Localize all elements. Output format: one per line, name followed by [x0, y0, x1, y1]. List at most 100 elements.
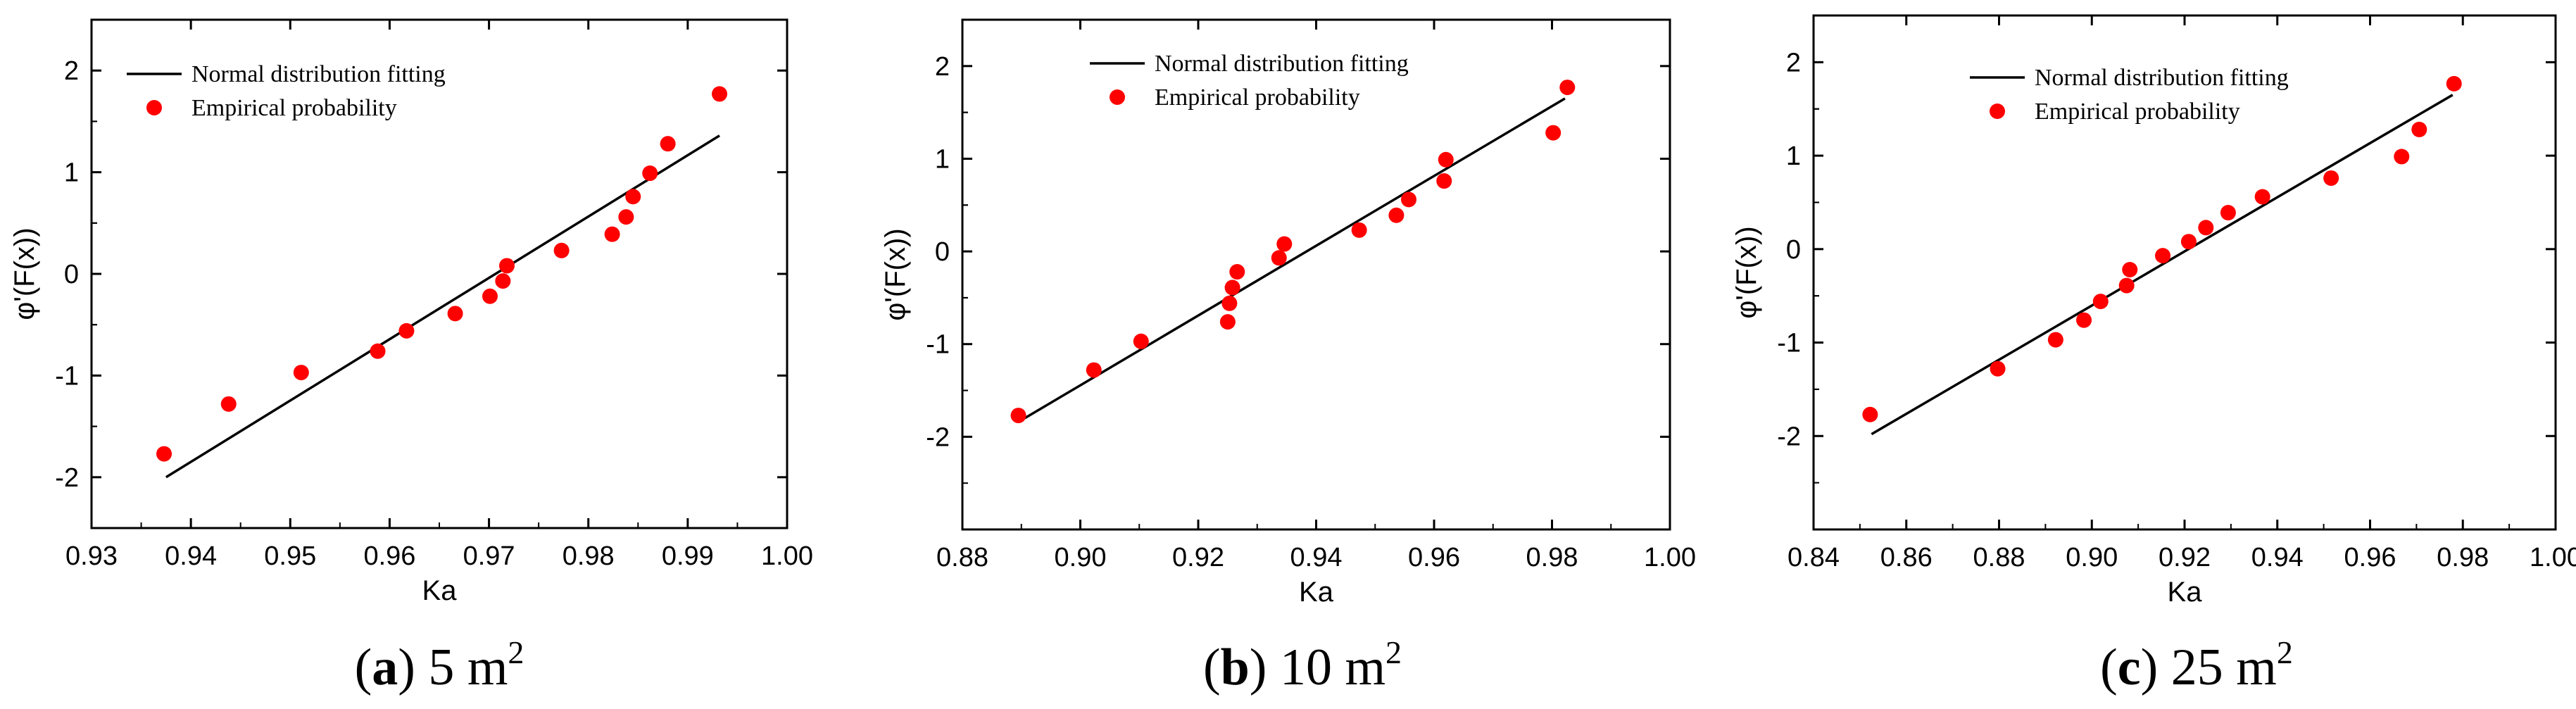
- data-point: [1276, 236, 1293, 252]
- legend-point-swatch: [1110, 89, 1125, 105]
- y-tick-label: 2: [935, 52, 950, 82]
- data-point: [1271, 250, 1287, 266]
- caption-letter: c: [2118, 639, 2141, 696]
- data-point: [495, 273, 511, 289]
- data-point: [1351, 222, 1367, 238]
- data-point: [2118, 277, 2135, 294]
- panel-caption: (c) 25 m2: [2100, 634, 2293, 696]
- y-tick-label: 0: [1786, 235, 1801, 265]
- panel-caption: (b) 10 m2: [1203, 634, 1402, 696]
- caption-superscript: 2: [2277, 634, 2293, 670]
- data-point: [2180, 234, 2197, 250]
- data-point: [2122, 262, 2138, 278]
- y-tick-label: -1: [1777, 329, 1801, 358]
- caption-paren-open: (: [355, 639, 372, 696]
- x-tick-label: 0.95: [264, 541, 316, 571]
- y-tick-label: 0: [935, 237, 950, 267]
- data-point: [2155, 248, 2171, 264]
- x-tick-label: 0.90: [1055, 543, 1107, 572]
- fit-line: [165, 134, 720, 479]
- y-tick-label: 1: [1786, 142, 1801, 171]
- x-tick-label: 0.98: [1526, 543, 1578, 572]
- data-point: [2092, 294, 2109, 310]
- x-axis-title: Ka: [422, 575, 458, 606]
- panel-caption: (a) 5 m2: [355, 634, 524, 696]
- data-point: [398, 322, 415, 339]
- legend-line-label: Normal distribution fitting: [191, 61, 446, 87]
- x-tick-label: 0.98: [563, 541, 615, 571]
- data-point: [1438, 151, 1454, 168]
- x-tick-label: 0.94: [2251, 543, 2304, 572]
- data-point: [220, 396, 237, 412]
- data-point: [712, 86, 728, 102]
- legend-line-label: Normal distribution fitting: [1155, 51, 1409, 77]
- data-point: [2446, 75, 2462, 92]
- data-point: [1990, 360, 2006, 377]
- legend-point-label: Empirical probability: [2035, 99, 2240, 125]
- caption-paren-open: (: [2100, 639, 2118, 696]
- legend: Normal distribution fitting Empirical pro…: [127, 61, 446, 121]
- data-point: [482, 288, 498, 304]
- data-point: [1388, 207, 1405, 223]
- y-tick-label: 2: [64, 56, 79, 86]
- data-point: [2254, 189, 2270, 205]
- legend: Normal distribution fitting Empirical pro…: [1090, 51, 1409, 111]
- y-axis-title: φ'(F(x)): [9, 227, 40, 320]
- y-tick-label: -2: [55, 463, 79, 493]
- x-tick-label: 1.00: [1644, 543, 1696, 572]
- x-tick-label: 1.00: [2530, 543, 2576, 572]
- x-tick-label: 0.86: [1880, 543, 1933, 572]
- plot-frame: [1812, 14, 2557, 531]
- data-point: [2394, 149, 2410, 165]
- legend-point-swatch: [1990, 103, 2005, 119]
- data-point: [553, 242, 570, 258]
- x-tick-label: 1.00: [761, 541, 813, 571]
- y-tick-label: 0: [64, 260, 79, 289]
- y-axis-title: φ'(F(x)): [880, 228, 911, 320]
- y-tick-label: -1: [926, 330, 950, 360]
- data-point: [604, 226, 620, 242]
- y-tick-label: 2: [1786, 48, 1801, 77]
- x-tick-label: 0.94: [1290, 543, 1343, 572]
- chart-panel-b: 0.88 0.90 0.92 0.94 0.96 0.98 1.00 -2 -1 0 1 2 Ka φ'(…: [880, 18, 1696, 696]
- legend: Normal distribution fitting Empirical pro…: [1970, 65, 2289, 125]
- legend-point-label: Empirical probability: [1155, 84, 1360, 111]
- caption-paren-open: (: [1203, 639, 1221, 696]
- x-tick-label: 0.97: [463, 541, 515, 571]
- data-point: [2220, 205, 2236, 221]
- legend-point-swatch: [146, 100, 162, 115]
- data-point: [1545, 125, 1562, 141]
- chart-panel-c: 0.84 0.86 0.88 0.90 0.92 0.94 0.96 0.98 1.00 -2 -1…: [1731, 14, 2576, 696]
- caption-text: ) 5 m: [398, 639, 508, 696]
- x-tick-label: 0.93: [65, 541, 118, 571]
- x-tick-label: 0.84: [1788, 543, 1840, 572]
- x-tick-label: 0.88: [936, 543, 988, 572]
- x-tick-label: 0.92: [2159, 543, 2211, 572]
- data-point: [1400, 192, 1416, 208]
- x-tick-label: 0.88: [1973, 543, 2025, 572]
- data-point: [1221, 295, 1238, 311]
- data-point: [2076, 312, 2092, 328]
- data-point: [625, 189, 641, 205]
- data-point: [1229, 264, 1245, 280]
- data-point: [370, 343, 386, 359]
- y-tick-label: -2: [1777, 422, 1801, 451]
- x-tick-label: 0.98: [2437, 543, 2489, 572]
- caption-letter: b: [1221, 639, 1250, 696]
- data-point: [1862, 406, 1878, 422]
- data-point: [618, 209, 634, 225]
- fit-line: [1871, 94, 2454, 436]
- data-point: [2198, 220, 2214, 236]
- data-point: [1436, 173, 1452, 189]
- x-tick-label: 0.96: [2344, 543, 2396, 572]
- caption-superscript: 2: [1386, 634, 1402, 670]
- data-point: [2047, 332, 2063, 348]
- y-tick-label: -2: [926, 422, 950, 452]
- chart-panel-a: 0.93 0.94 0.95 0.96 0.97 0.98 0.99 1.00 -2 -1 0 1 2 K…: [9, 18, 813, 696]
- caption-superscript: 2: [508, 634, 524, 670]
- y-axis-title: φ'(F(x)): [1731, 226, 1762, 318]
- data-point: [1219, 314, 1236, 330]
- data-point: [1133, 333, 1149, 349]
- data-point: [447, 306, 463, 322]
